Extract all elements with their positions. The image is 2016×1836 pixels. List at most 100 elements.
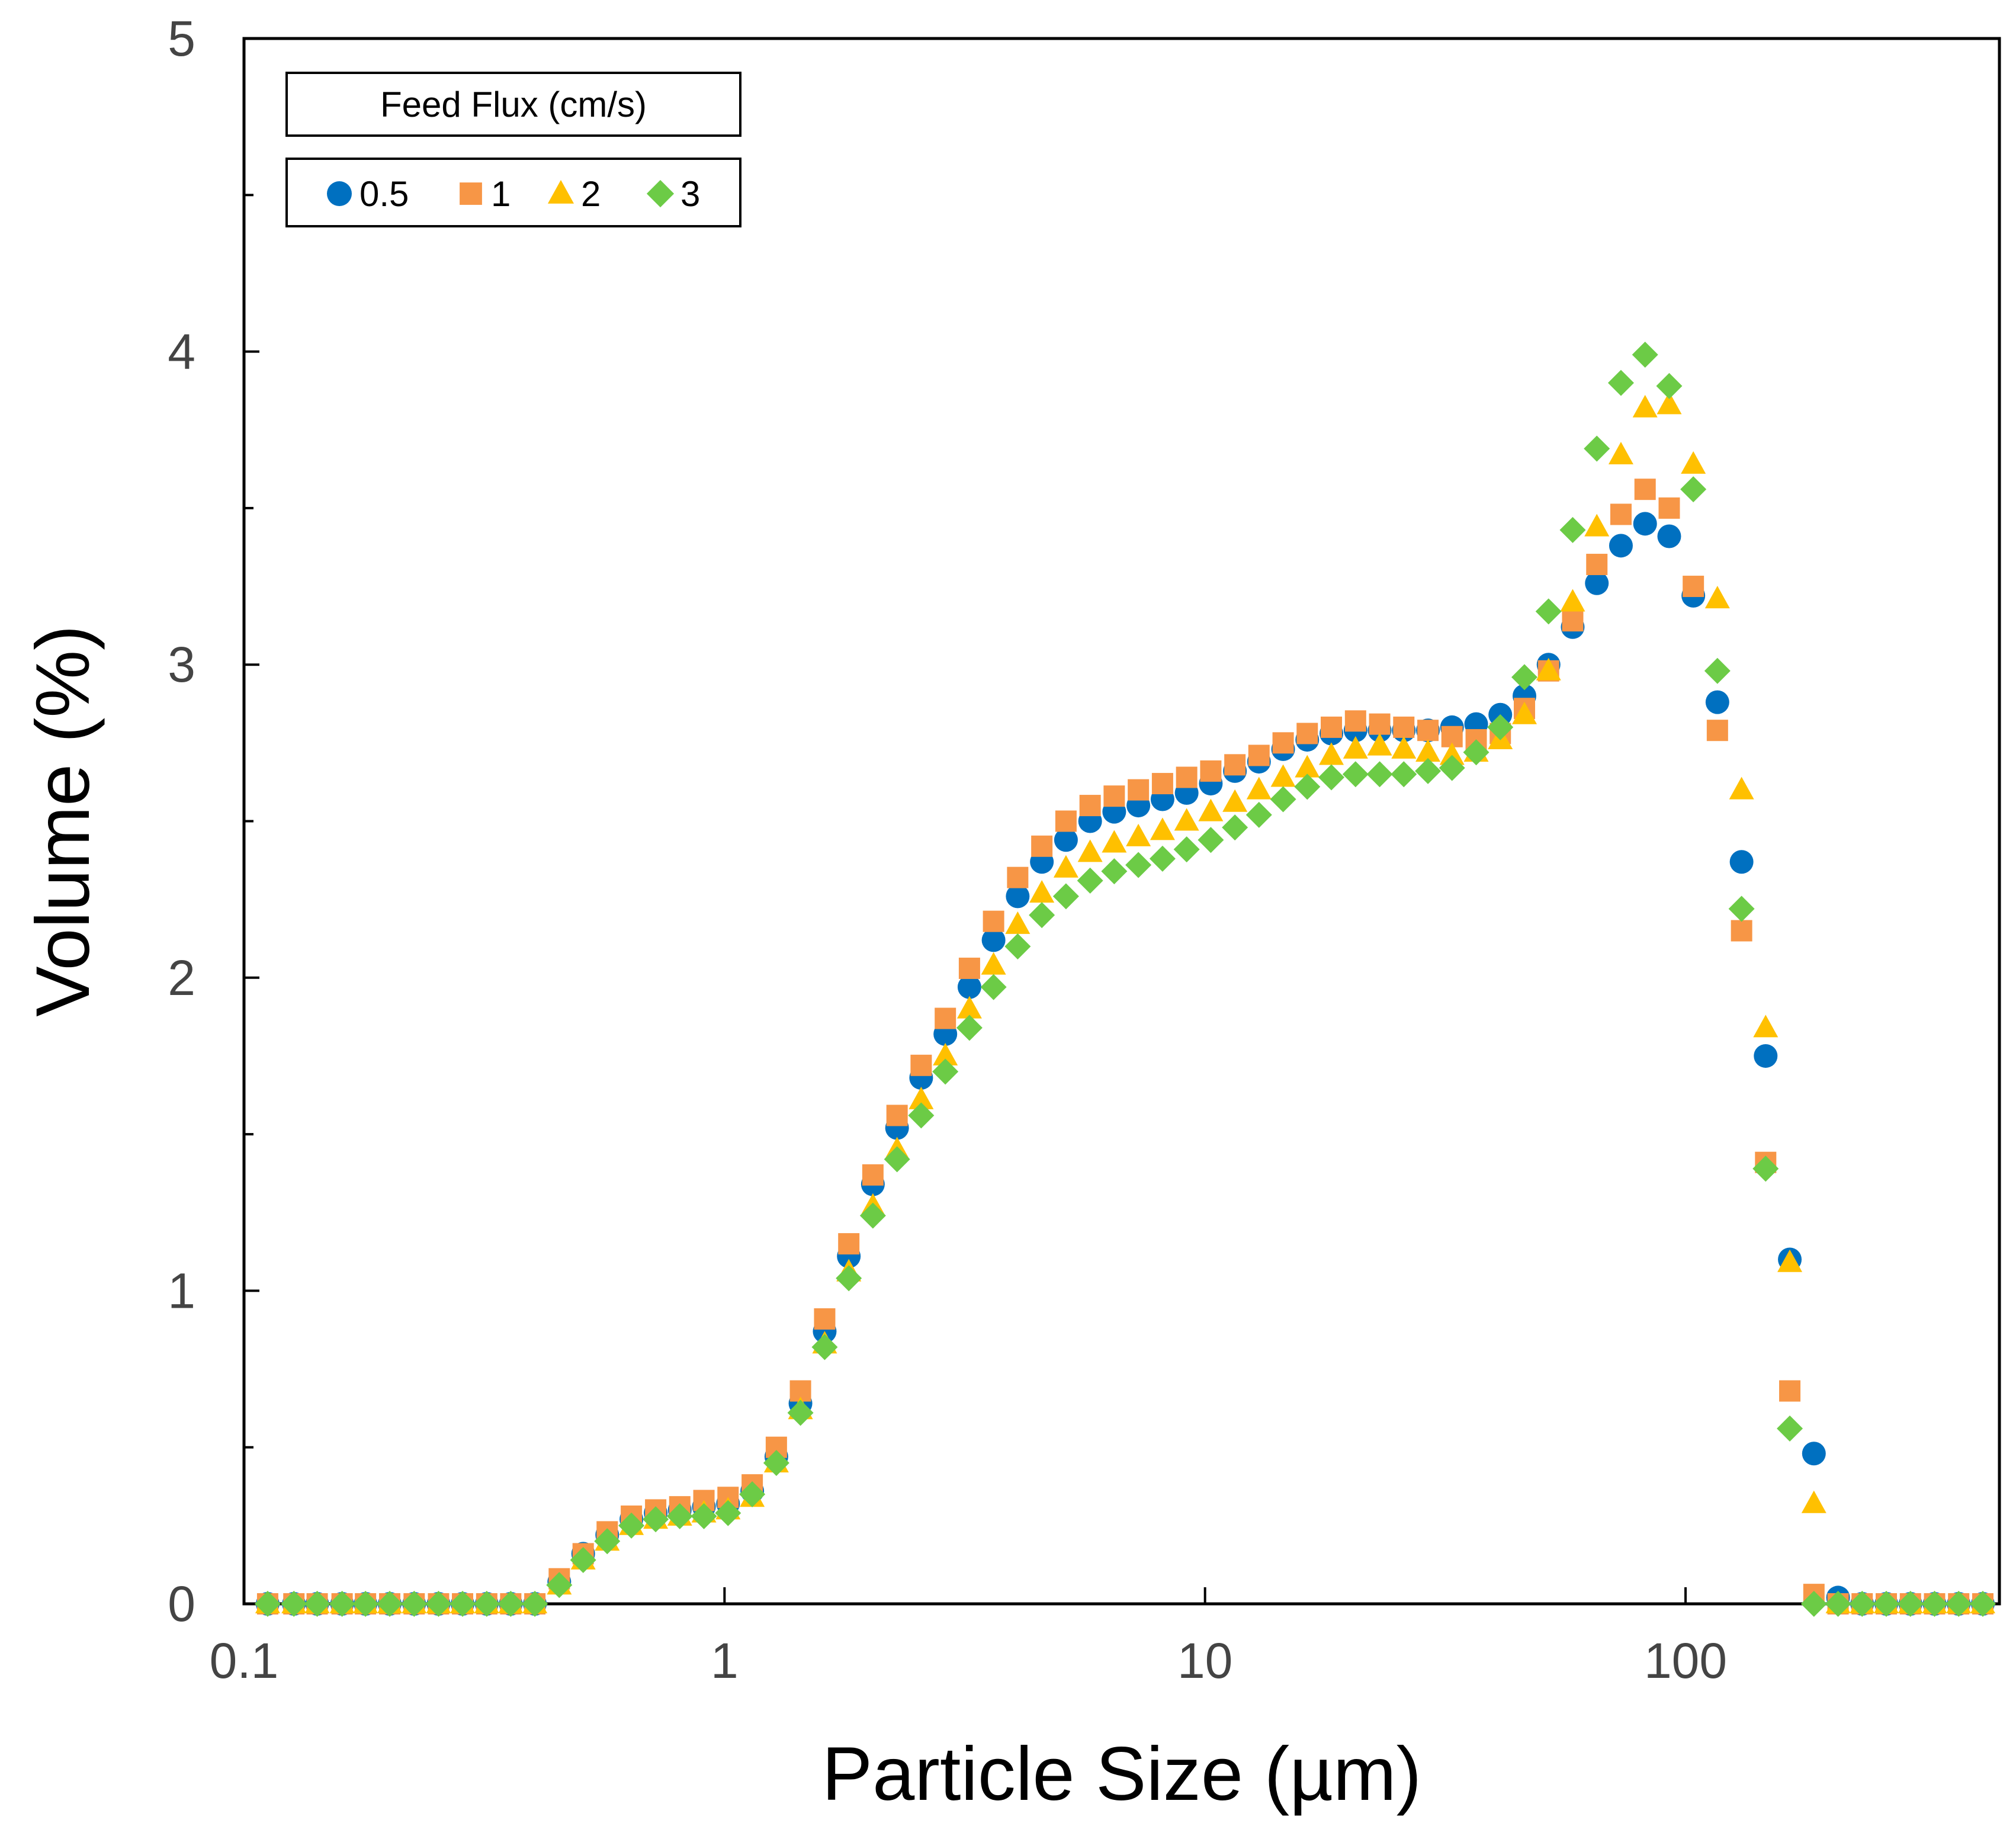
data-point: [304, 1591, 330, 1617]
legend-marker-3: [646, 179, 675, 208]
data-point: [957, 975, 981, 999]
data-point: [1680, 476, 1707, 503]
data-point: [1319, 742, 1344, 765]
data-point: [1417, 720, 1439, 742]
data-point: [570, 1546, 596, 1573]
data-point: [546, 1572, 573, 1599]
data-point: [1198, 827, 1224, 853]
data-point: [1946, 1591, 1972, 1617]
data-point: [1800, 1591, 1827, 1617]
legend-title: Feed Flux (cm/s): [380, 85, 647, 124]
data-point: [1053, 855, 1078, 878]
data-point: [1369, 713, 1391, 735]
y-tick-label: 4: [168, 324, 195, 380]
data-point: [1536, 657, 1561, 681]
data-point: [1439, 742, 1465, 765]
data-point: [1632, 394, 1658, 418]
data-point: [1318, 764, 1345, 791]
data-point: [1029, 880, 1055, 903]
data-point: [983, 910, 1004, 932]
data-point: [594, 1528, 621, 1555]
y-tick-label: 0: [168, 1576, 195, 1632]
x-tick-label: 100: [1644, 1633, 1727, 1689]
data-point: [1512, 701, 1537, 724]
data-point: [1753, 1015, 1779, 1038]
data-point: [1174, 808, 1199, 831]
data-point: [1077, 867, 1103, 894]
data-point: [1296, 723, 1318, 744]
data-point: [980, 974, 1007, 1000]
data-point: [1585, 571, 1609, 595]
data-point: [1754, 1044, 1778, 1068]
data-point: [886, 1105, 908, 1126]
data-point: [1559, 516, 1586, 543]
data-point: [643, 1506, 669, 1533]
data-series: [254, 341, 1996, 1617]
data-point: [1657, 524, 1681, 548]
data-point: [1245, 801, 1272, 828]
y-tick-label: 2: [168, 950, 195, 1006]
data-point: [1586, 554, 1608, 576]
data-point: [1151, 773, 1173, 795]
data-point: [814, 1308, 836, 1330]
data-point: [838, 1233, 860, 1255]
data-point: [1393, 716, 1415, 738]
data-point: [1729, 776, 1754, 800]
x-tick-label: 0.1: [210, 1633, 279, 1689]
data-point: [450, 1591, 476, 1617]
data-point: [1366, 761, 1393, 788]
data-point: [1029, 902, 1055, 929]
data-point: [1801, 1490, 1826, 1513]
data-point: [1683, 576, 1704, 598]
x-tick-label: 10: [1177, 1633, 1232, 1689]
data-point: [1128, 779, 1150, 801]
legend-label-2: 2: [581, 174, 601, 214]
data-point: [1752, 1155, 1779, 1182]
data-point: [1535, 598, 1562, 625]
legend-title-box: [285, 72, 741, 137]
data-point: [1729, 850, 1754, 874]
plot-area: [242, 37, 2001, 1606]
data-point: [1656, 373, 1683, 399]
data-point: [1777, 1249, 1803, 1272]
data-point: [425, 1591, 452, 1617]
data-point: [1294, 773, 1321, 800]
data-point: [1632, 341, 1658, 368]
data-point: [1608, 441, 1633, 464]
data-point: [1367, 733, 1392, 756]
legend-label-0.5: 0.5: [359, 174, 409, 214]
data-point: [739, 1481, 766, 1507]
data-point: [787, 1400, 814, 1426]
data-point: [1728, 895, 1755, 922]
data-point: [1342, 761, 1369, 788]
data-point: [1658, 497, 1680, 519]
y-axis: 0 1 2 3 4 5: [168, 11, 259, 1632]
data-point: [329, 1591, 355, 1617]
legend-label-3: 3: [680, 174, 700, 214]
data-point: [1149, 845, 1176, 872]
legend-marker-2: [547, 179, 574, 204]
y-tick-label: 5: [168, 11, 195, 66]
data-point: [1705, 690, 1729, 714]
data-point: [1849, 1591, 1876, 1617]
data-point: [1681, 451, 1706, 474]
y-tick-label: 1: [168, 1263, 195, 1318]
data-point: [1222, 789, 1248, 812]
data-point: [958, 957, 980, 979]
data-point: [1079, 795, 1101, 817]
data-point: [497, 1591, 524, 1617]
data-point: [1607, 370, 1634, 396]
data-point: [1634, 479, 1656, 500]
data-point: [618, 1512, 645, 1539]
data-point: [1969, 1591, 1996, 1617]
data-point: [1415, 757, 1442, 784]
data-point: [1704, 657, 1731, 684]
data-point: [1055, 810, 1077, 832]
data-point: [1270, 786, 1296, 813]
data-point: [376, 1591, 403, 1617]
data-point: [956, 1015, 983, 1041]
data-point: [715, 1500, 741, 1526]
data-point: [1562, 610, 1584, 632]
data-point: [1584, 513, 1610, 537]
data-point: [1825, 1591, 1851, 1617]
